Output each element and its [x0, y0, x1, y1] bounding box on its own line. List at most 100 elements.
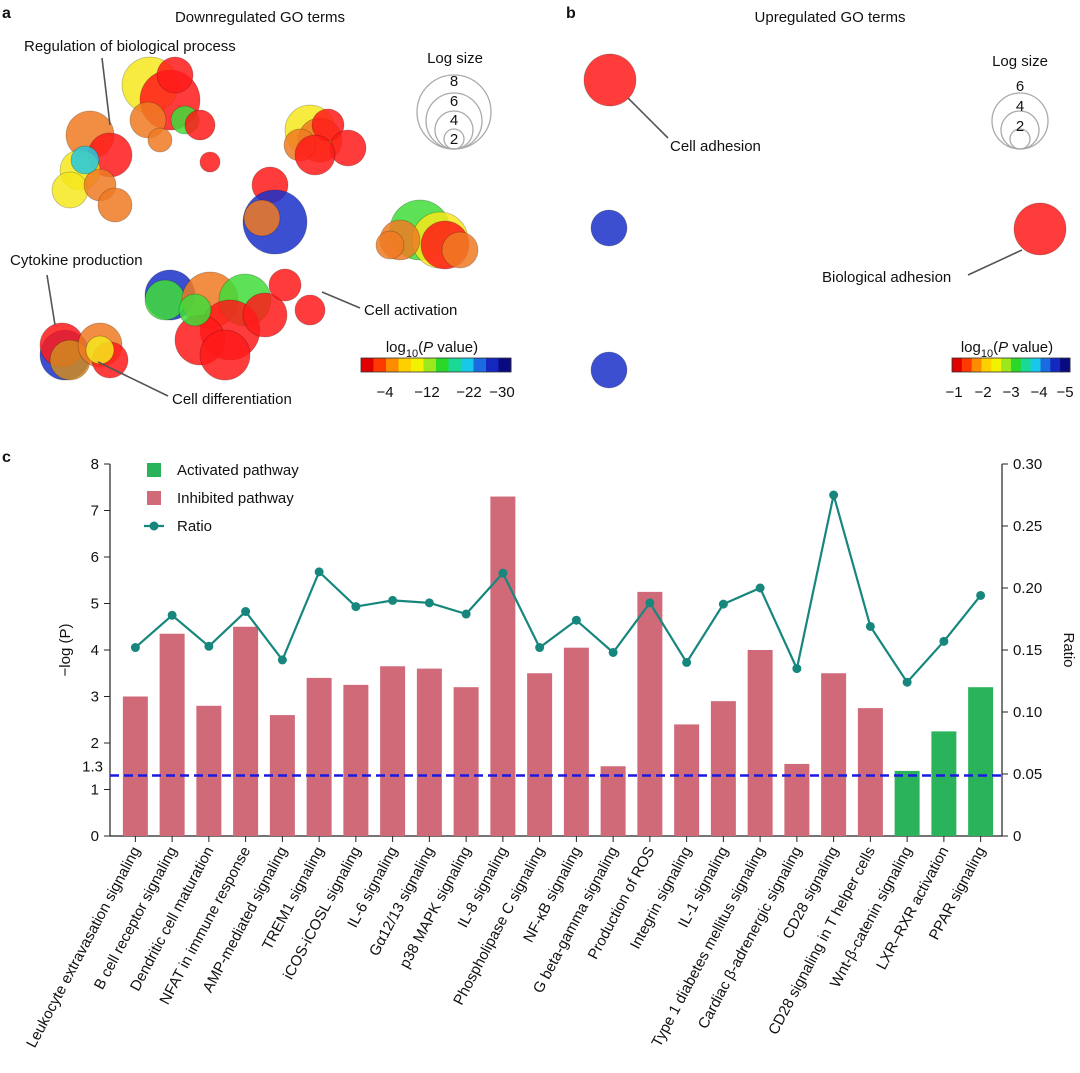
colorbar-label: −5: [1056, 384, 1073, 401]
bar: [710, 701, 736, 836]
y2-tick-label: 0.10: [1013, 704, 1042, 721]
bar: [416, 668, 442, 836]
panel-title: Upregulated GO terms: [755, 9, 906, 26]
ratio-point: [755, 583, 765, 593]
y2-tick-label: 0.30: [1013, 456, 1042, 473]
bar: [490, 496, 516, 836]
colorbar-frame: [360, 357, 512, 373]
colorbar-cell: [1050, 358, 1061, 372]
go-term-bubble: [243, 199, 281, 237]
y-axis-title: −log (P): [57, 624, 74, 677]
leader-line: [321, 291, 361, 309]
go-term-bubble: [178, 293, 212, 327]
bar: [196, 705, 222, 836]
colorbar-cell: [1001, 358, 1012, 372]
size-legend-label: 2: [450, 131, 458, 148]
size-legend-label: 4: [450, 112, 458, 129]
bar: [343, 684, 369, 836]
ratio-point: [130, 643, 140, 653]
y2-tick-label: 0.15: [1013, 642, 1042, 659]
colorbar-cell: [1040, 358, 1051, 372]
ratio-point: [498, 568, 508, 578]
bar: [857, 708, 883, 836]
colorbar: [951, 357, 1071, 373]
ratio-point: [167, 610, 177, 620]
colorbar-label: −12: [414, 384, 439, 401]
bar: [821, 673, 847, 836]
size-legend-title: Log size: [427, 50, 483, 67]
y-tick-label: 6: [91, 549, 99, 566]
colorbar-cell: [961, 358, 973, 372]
colorbar-cell: [411, 358, 424, 372]
bar: [306, 677, 332, 836]
colorbar-frame: [951, 357, 1071, 373]
colorbar-cell: [952, 358, 963, 372]
colorbar-cell: [461, 358, 474, 372]
go-term-bubble: [329, 129, 367, 167]
bar: [747, 650, 773, 836]
y2-tick-label: 0: [1013, 828, 1021, 845]
go-term-bubble: [147, 127, 173, 153]
colorbar-cell: [386, 358, 399, 372]
bar: [931, 731, 957, 836]
chart: 01234567800.050.100.150.200.250.301.3Leu…: [23, 456, 1042, 1051]
go-term-bubble: [85, 335, 115, 365]
go-term-bubble: [375, 230, 405, 260]
go-term-bubble: [590, 209, 628, 247]
y2-axis-title: Ratio: [1060, 632, 1077, 667]
annotation: Cell adhesion: [670, 138, 761, 155]
go-term-bubble: [294, 294, 326, 326]
colorbar-cell: [436, 358, 449, 372]
ratio-point: [902, 677, 912, 687]
ratio-point: [865, 621, 875, 631]
y-tick-label: 5: [91, 596, 99, 613]
legend-swatch: [147, 463, 161, 477]
colorbar-label: −30: [489, 384, 514, 401]
leader-line: [46, 274, 56, 326]
ratio-point: [976, 590, 986, 600]
leader-line: [627, 97, 669, 139]
ratio-point: [645, 598, 655, 608]
y-tick-label: 7: [91, 503, 99, 520]
colorbar-cell: [373, 358, 387, 372]
size-legend: [991, 92, 1049, 150]
leader-line: [967, 249, 1023, 276]
y2-tick-label: 0.25: [1013, 518, 1042, 535]
colorbar-cell: [1030, 358, 1041, 372]
panel-label: a: [2, 5, 11, 22]
ratio-point: [939, 636, 949, 646]
ratio-point: [241, 607, 251, 617]
colorbar-title: log10(P value): [961, 339, 1053, 360]
annotation: Cell activation: [364, 302, 457, 319]
legend-label: Activated pathway: [177, 462, 299, 479]
size-legend-label: 6: [450, 93, 458, 110]
colorbar-label: −2: [974, 384, 991, 401]
ratio-point: [608, 647, 618, 657]
ratio-point: [351, 602, 361, 612]
go-term-bubble: [199, 329, 251, 381]
legend-marker: [149, 521, 159, 531]
annotation: Cell differentiation: [172, 391, 292, 408]
size-legend-label: 4: [1016, 98, 1024, 115]
bar: [380, 666, 406, 836]
size-legend-title: Log size: [992, 53, 1048, 70]
colorbar-cell: [1011, 358, 1022, 372]
panel-label: c: [2, 449, 11, 466]
go-term-bubble: [199, 151, 221, 173]
threshold-label: 1.3: [82, 759, 103, 776]
go-term-bubble: [184, 109, 216, 141]
ratio-point: [424, 598, 434, 608]
ratio-point: [204, 641, 214, 651]
colorbar-title: log10(P value): [386, 339, 478, 360]
colorbar-cell: [981, 358, 992, 372]
leader-line: [97, 361, 169, 397]
colorbar-cell: [423, 358, 437, 372]
bar: [674, 724, 700, 836]
colorbar-cell: [1020, 358, 1032, 372]
colorbar-label: −4: [376, 384, 393, 401]
legend-swatch: [147, 491, 161, 505]
colorbar-cell: [498, 358, 512, 372]
y-tick-label: 2: [91, 735, 99, 752]
bar: [159, 633, 185, 836]
size-legend-label: 2: [1016, 118, 1024, 135]
